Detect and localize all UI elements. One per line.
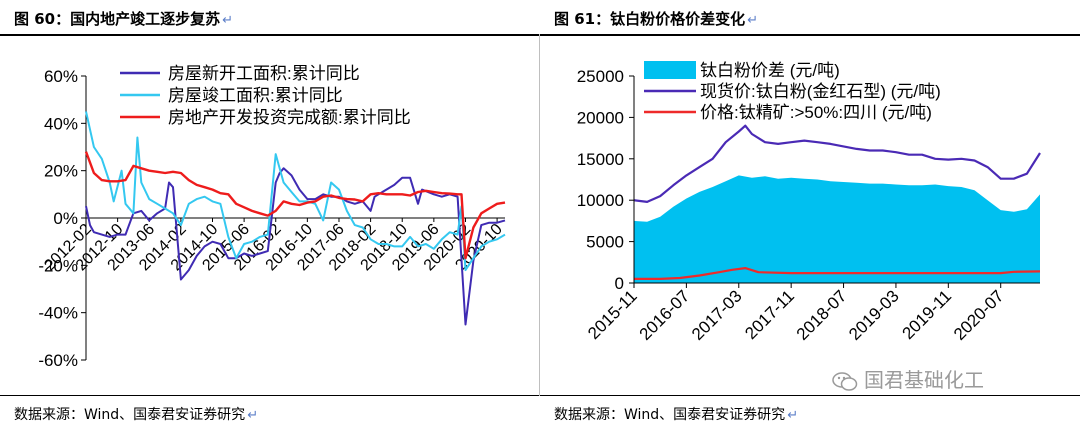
legend-label-new_starts: 房屋新开工面积:累计同比 (168, 64, 360, 83)
figure-60-source: 数据来源：Wind、国泰君安证券研究 ↵ (14, 404, 258, 424)
panel-divider (539, 34, 540, 396)
legend-label-spread: 钛白粉价差 (元/吨) (700, 61, 840, 80)
y-tick-label: 40% (44, 114, 78, 133)
figure-61-panel: 图 61：钛白粉价格价差变化 ↵ 0 5000 10000 15000 20000 2500… (540, 0, 1080, 432)
x-tick-label: 2019-11 (898, 286, 955, 343)
bottom-rule (540, 395, 1080, 396)
y-tick-label: 15000 (577, 150, 624, 169)
figure-60-title: 图 60：国内地产竣工逐步复苏 ↵ (14, 8, 233, 29)
y-tick-label: -40% (38, 304, 78, 323)
series-line-new_starts (85, 167, 506, 326)
return-mark: ↵ (787, 408, 799, 423)
bottom-rule (0, 395, 540, 396)
x-tick-label: 2018-07 (793, 286, 851, 344)
y-tick-label: 0% (53, 209, 78, 228)
watermark-text: 国君基础化工 (864, 368, 984, 392)
completion-yoy-chart: -60%-40%-20%0%20%40%60%2012-022012-10201… (38, 64, 506, 370)
legend-label-ore_price: 价格:钛精矿:>50%:四川 (元/吨) (700, 103, 932, 122)
x-tick-label: 2015-11 (584, 286, 641, 343)
legend-label-tio2_price: 现货价:钛白粉(金红石型) (元/吨) (700, 82, 941, 101)
wechat-watermark: 国君基础化工 (832, 364, 984, 393)
figure-61-source-text: 数据来源：Wind、国泰君安证券研究 (554, 407, 786, 423)
y-tick-label: -60% (38, 351, 78, 370)
y-tick-label: 20% (44, 162, 78, 181)
return-mark: ↵ (247, 408, 259, 423)
legend-swatch-spread (644, 61, 696, 79)
wechat-logo-icon (832, 371, 858, 391)
legend-label-completions: 房屋竣工面积:累计同比 (168, 86, 343, 105)
legend-label-investment: 房地产开发投资完成额:累计同比 (168, 108, 411, 127)
titanium-dioxide-price-chart: 05000100001500020000250002015-112016-072… (577, 61, 1041, 344)
figure-61-title: 图 61：钛白粉价格价差变化 ↵ (554, 8, 758, 29)
series-area-spread (634, 175, 1040, 283)
x-tick-label: 2019-03 (845, 286, 903, 344)
figure-60-title-text: 图 60：国内地产竣工逐步复苏 (14, 10, 221, 28)
x-tick-label: 2017-03 (688, 286, 746, 344)
figure-61-title-text: 图 61：钛白粉价格价差变化 (554, 10, 746, 28)
y-tick-label: 25000 (577, 67, 624, 86)
figure-60-source-text: 数据来源：Wind、国泰君安证券研究 (14, 407, 246, 423)
return-mark: ↵ (222, 13, 234, 28)
y-tick-label: 20000 (577, 108, 624, 127)
top-rule (0, 34, 540, 36)
series-line-completions (85, 111, 506, 272)
figure-60-panel: 图 60：国内地产竣工逐步复苏 ↵ -60% -40% -20% 0% 20% 40% 60%… (0, 8, 540, 424)
figure-61-source: 数据来源：Wind、国泰君安证券研究 ↵ (554, 404, 798, 424)
x-tick-label: 2017-11 (741, 286, 798, 343)
return-mark: ↵ (747, 13, 759, 28)
series-line-tio2_price (633, 124, 1041, 203)
y-tick-label: 60% (44, 67, 78, 86)
x-tick-label: 2016-07 (636, 286, 694, 344)
y-tick-label: 5000 (586, 233, 624, 252)
top-rule (540, 34, 1080, 36)
y-tick-label: 10000 (577, 191, 624, 210)
y-tick-label: -20% (38, 256, 78, 275)
y-tick-label: 0 (615, 274, 624, 293)
series-line-investment (84, 151, 506, 260)
series-line-ore_price (634, 267, 1041, 280)
x-tick-label: 2020-07 (950, 286, 1008, 344)
